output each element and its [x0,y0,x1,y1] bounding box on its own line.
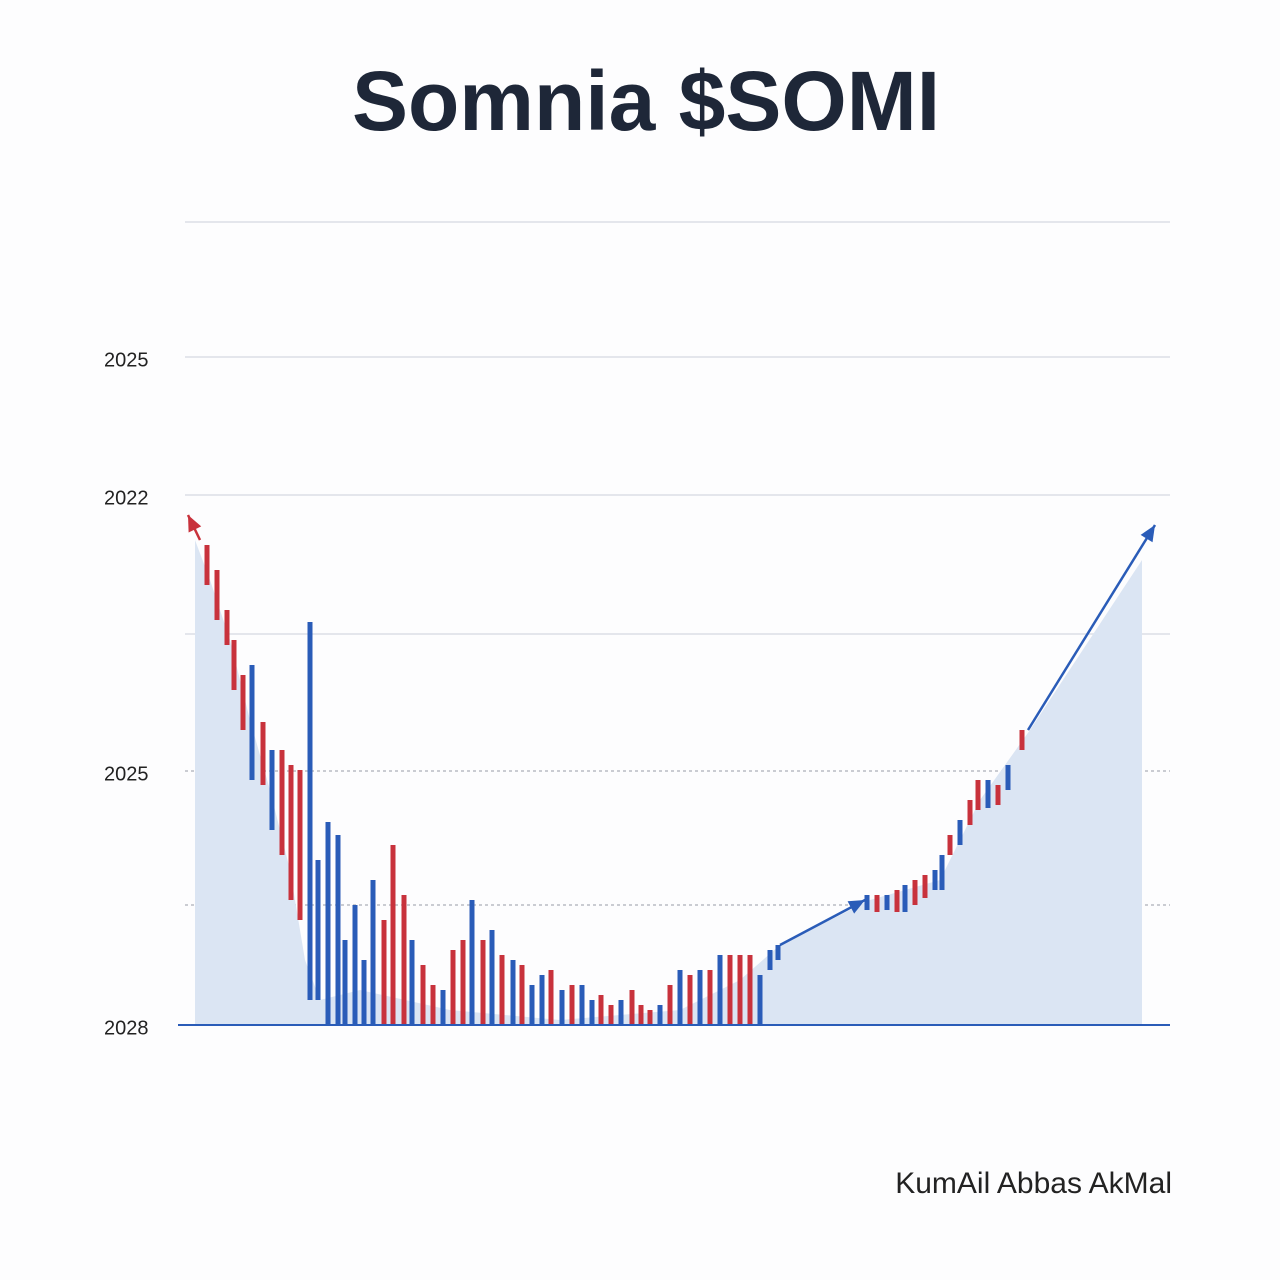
y-tick-label: 2022 [104,487,149,509]
candle [657,1005,663,1025]
candle [401,895,407,1025]
candle [519,965,525,1025]
candle [361,960,367,1025]
candle [510,960,516,1025]
candle [975,780,981,810]
candle [480,940,486,1025]
candle [569,985,575,1025]
candle [579,985,585,1025]
arrow-head [188,515,202,533]
candle [279,750,285,855]
candle [204,545,210,585]
candle [288,765,294,900]
candle [697,970,703,1025]
candle [912,880,918,905]
candle [629,990,635,1025]
candle [1005,765,1011,790]
candle [469,900,475,1025]
candle [864,895,870,910]
candle [370,880,376,1025]
y-tick-label: 2025 [104,349,149,371]
candle [420,965,426,1025]
candle [460,940,466,1025]
candle [922,875,928,898]
candle [967,800,973,825]
candle [707,970,713,1025]
candle [1019,730,1025,750]
candle [409,940,415,1025]
arrow-head [1140,525,1155,543]
candle [939,855,945,890]
candle [440,990,446,1025]
candle [249,665,255,780]
candle [297,770,303,920]
chart-title: Somnia $SOMI [352,54,940,148]
candle [450,950,456,1025]
candle [307,622,313,1000]
candle [529,985,535,1025]
candle [315,860,321,1000]
y-tick-label: 2028 [104,1017,149,1039]
candle [995,785,1001,805]
candle [390,845,396,1025]
candle [214,570,220,620]
candle [499,955,505,1025]
candle [677,970,683,1025]
candle [667,985,673,1025]
candle [947,835,953,855]
candle [894,890,900,912]
candle [638,1005,644,1025]
candle [767,950,773,970]
candle [352,905,358,1025]
candle [884,895,890,910]
candle [325,822,331,1025]
candle [335,835,341,1025]
candle [717,955,723,1025]
watermark: KumAil Abbas AkMal [895,1167,1172,1200]
candle [902,885,908,912]
candle [489,930,495,1025]
candle [737,955,743,1025]
candle [687,975,693,1025]
arrow-head [847,900,865,914]
candle [548,970,554,1025]
candle [727,955,733,1025]
candle [932,870,938,890]
candle [269,750,275,830]
candle [224,610,230,645]
candle [589,1000,595,1025]
candle [260,722,266,785]
candle [381,920,387,1025]
arrow-line [779,898,866,947]
candle [559,990,565,1025]
candle [957,820,963,845]
candle [985,780,991,808]
candle [608,1005,614,1025]
candle [874,895,880,912]
candle [757,975,763,1025]
candle [231,640,237,690]
candle [598,995,604,1025]
candle [430,985,436,1025]
y-tick-label: 2025 [104,763,149,785]
candle [647,1010,653,1025]
candle [342,940,348,1025]
candle [775,945,781,960]
candle [747,955,753,1025]
candle [618,1000,624,1025]
arrow-line [1026,524,1157,731]
candle [240,675,246,730]
candle [539,975,545,1025]
